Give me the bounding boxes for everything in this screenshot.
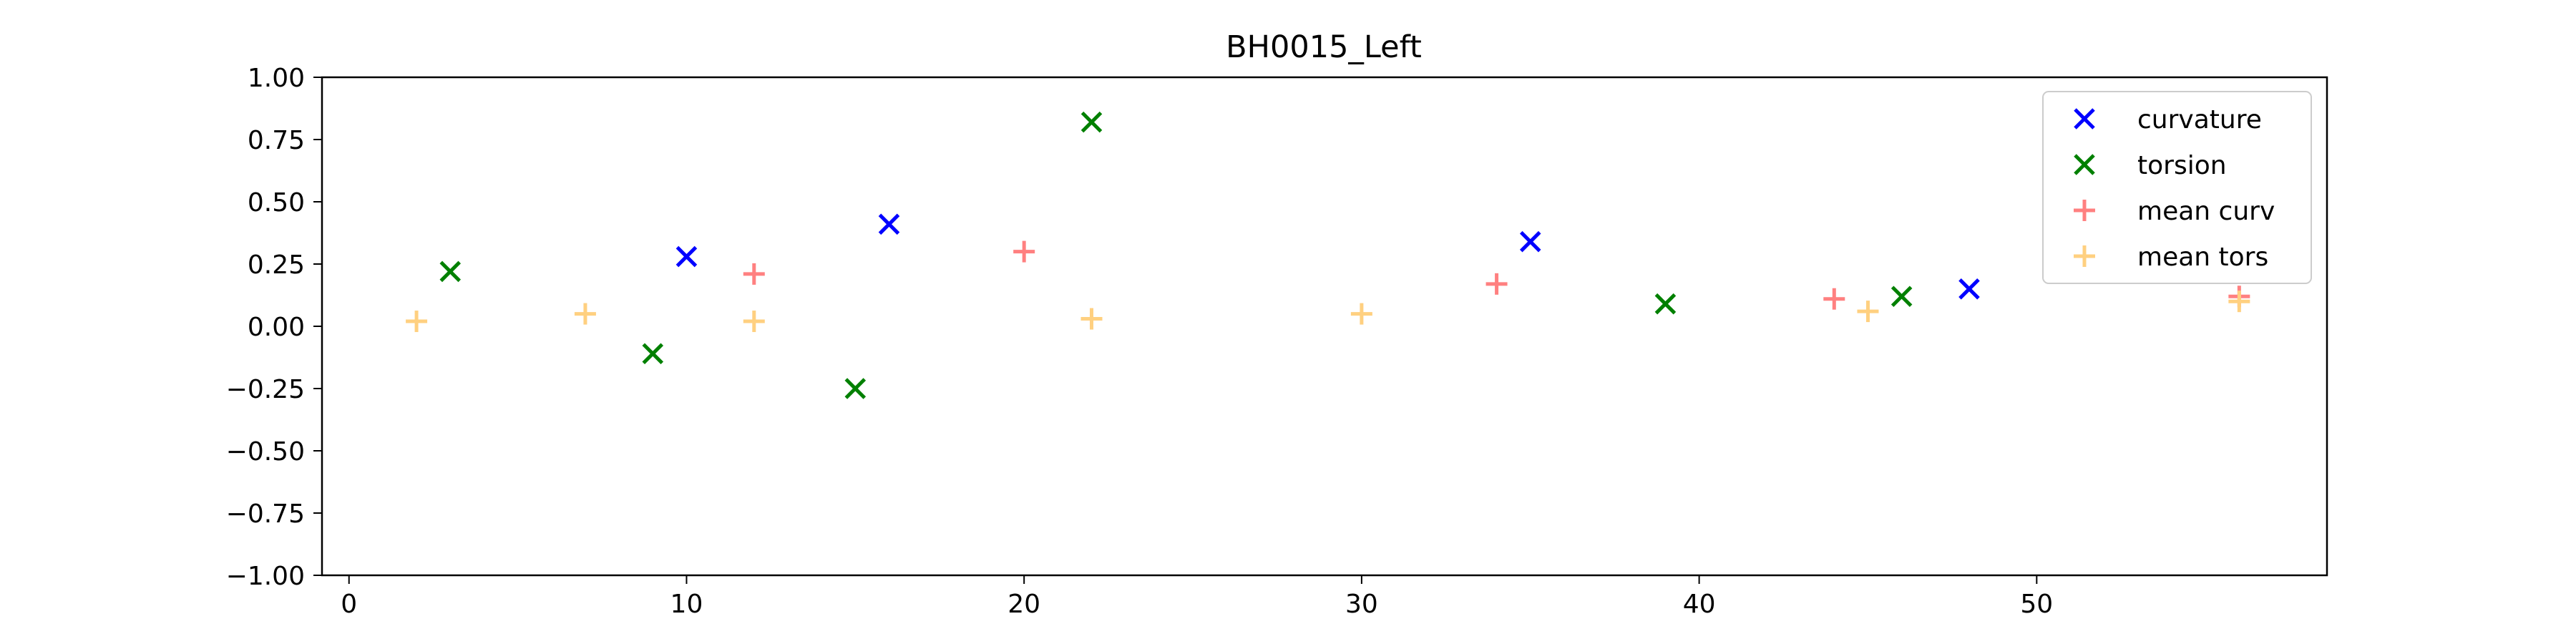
y-tick-label: 0.50 [248, 188, 305, 218]
point-torsion [844, 378, 867, 399]
y-tick-label: −0.50 [226, 437, 305, 467]
x-tick-label: 50 [2020, 590, 2053, 619]
point-curvature [1519, 230, 1541, 253]
point-torsion [1080, 111, 1103, 133]
y-tick-label: 0.75 [248, 126, 305, 155]
axis-ticks: 0 10 20 30 40 50 1.00 0.75 0.50 0.25 0.00 −0.25 −0.5… [226, 64, 2054, 619]
y-tick-label: 0.25 [248, 250, 305, 280]
point-torsion [1654, 293, 1677, 315]
legend-label: torsion [2137, 151, 2227, 180]
point-torsion [1890, 286, 1913, 308]
point-mean-tors [406, 311, 428, 333]
y-tick-label: 0.00 [248, 313, 305, 342]
legend-marker [2074, 154, 2095, 175]
legend-box [2042, 91, 2312, 284]
y-tick-label: −0.25 [226, 375, 305, 404]
legend-label: curvature [2137, 105, 2262, 135]
point-mean-tors [1080, 308, 1103, 330]
x-tick-label: 30 [1345, 590, 1378, 619]
point-mean-curv [1823, 288, 1845, 310]
point-curvature [878, 213, 900, 235]
point-mean-tors [2228, 291, 2250, 313]
point-torsion [439, 260, 462, 283]
x-tick-label: 20 [1008, 590, 1040, 619]
point-mean-tors [1350, 303, 1372, 325]
point-mean-curv [743, 263, 765, 285]
point-mean-curv [1013, 240, 1035, 263]
chart-title: BH0015_Left [1226, 29, 1422, 65]
point-mean-tors [574, 303, 596, 325]
legend-marker [2074, 245, 2095, 267]
legend-marker [2074, 108, 2095, 130]
data-points [406, 111, 2250, 399]
y-tick-label: 1.00 [248, 64, 305, 93]
point-torsion [642, 343, 664, 365]
legend-label: mean curv [2137, 197, 2275, 226]
point-mean-curv [1485, 273, 1508, 295]
plot-frame [321, 76, 2328, 577]
point-curvature [1958, 278, 1980, 300]
legend-label: mean tors [2137, 243, 2268, 272]
point-mean-tors [743, 311, 765, 333]
x-tick-label: 10 [670, 590, 703, 619]
legend: curvature torsion mean curv mean tors [2042, 91, 2312, 284]
y-tick-label: −0.75 [226, 499, 305, 529]
x-tick-label: 40 [1683, 590, 1716, 619]
y-tick-label: −1.00 [226, 562, 305, 591]
point-mean-tors [1857, 301, 1879, 323]
point-curvature [675, 245, 698, 268]
x-tick-label: 0 [341, 590, 357, 619]
legend-marker [2074, 200, 2095, 221]
